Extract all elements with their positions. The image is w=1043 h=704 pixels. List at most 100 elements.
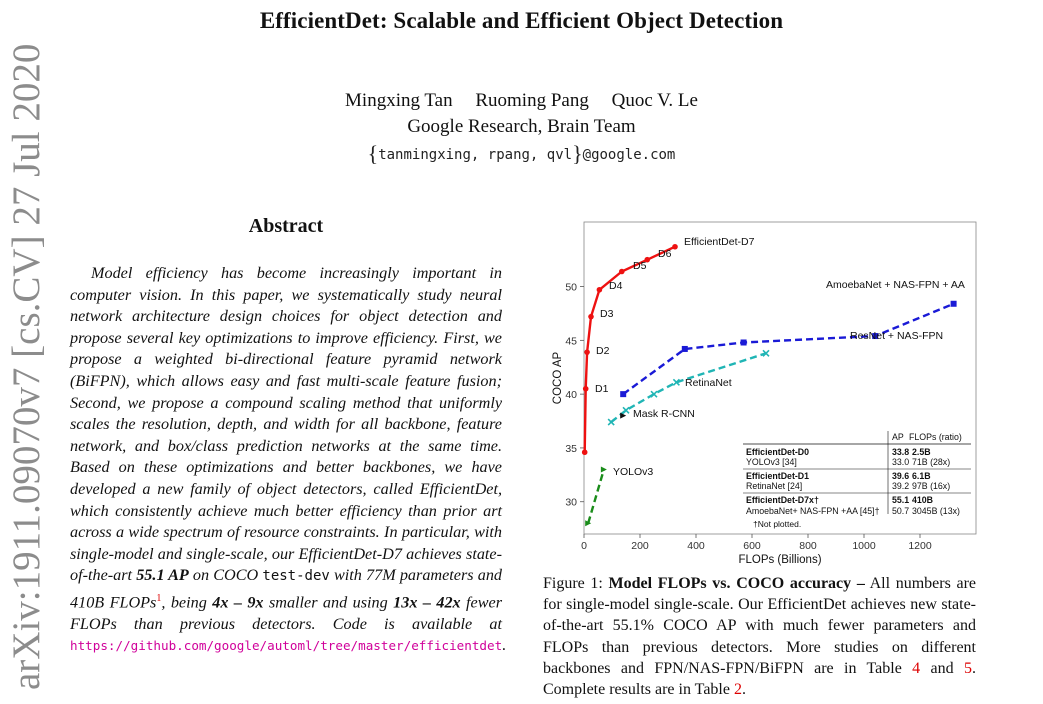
abstract-smaller-ratio: 4x – 9x [212, 593, 264, 612]
author-emails: {tanmingxing, rpang, qvl}@google.com [367, 141, 676, 166]
abstract-flops-ratio: 13x – 42x [393, 593, 461, 612]
footnote-marker[interactable]: 1 [156, 592, 162, 604]
table-row-flops: 3045B (13x) [912, 506, 960, 516]
point-amoebanet-nas-fpn-aa [872, 333, 879, 340]
abstract-ap-value: 55.1 AP [136, 566, 189, 585]
author-2: Ruoming Pang [475, 90, 589, 111]
label-resnet: ResNet + NAS-FPN [850, 330, 943, 342]
point-efficientdet [672, 243, 678, 250]
abstract-text-6: fewer FLOPs than previous detectors. Cod… [70, 593, 503, 633]
table-row-flops: 71B (28x) [912, 457, 950, 467]
x-tick-label: 400 [687, 540, 705, 552]
abstract-text-5: smaller and using [263, 593, 394, 612]
point-amoebanet-nas-fpn-aa [681, 345, 688, 352]
point-amoebanet-nas-fpn-aa [950, 300, 957, 307]
x-tick-label: 1200 [908, 540, 932, 552]
label-yolov3: YOLOv3 [613, 466, 653, 478]
point-retinanet [607, 418, 615, 426]
label-d5: D5 [633, 260, 647, 272]
point-mask-r-cnn [620, 412, 627, 419]
table-row-ap: 55.1 [892, 495, 909, 505]
label-d2: D2 [596, 345, 610, 357]
point-efficientdet [584, 349, 590, 355]
figure-caption: Figure 1: Model FLOPs vs. COCO accuracy … [543, 573, 976, 700]
table-row-name: YOLOv3 [34] [746, 457, 797, 467]
table-ref-4[interactable]: 4 [912, 659, 921, 677]
x-tick-label: 800 [799, 540, 817, 552]
label-d1: D1 [595, 383, 609, 395]
point-efficientdet [582, 385, 589, 392]
point-retinanet [622, 406, 630, 414]
abstract-heading: Abstract [248, 215, 324, 237]
point-yolov3 [600, 466, 607, 473]
point-retinanet [672, 378, 680, 386]
table-row-name: EfficientDet-D7x† [746, 495, 819, 505]
y-tick-label: 35 [565, 443, 577, 455]
table-ref-2[interactable]: 2 [733, 681, 742, 699]
caption-text-2: and [920, 659, 964, 677]
table-row-name: EfficientDet-D1 [746, 471, 809, 481]
plot-area [583, 221, 977, 535]
table-note: †Not plotted. [753, 519, 801, 529]
point-efficientdet [588, 313, 594, 320]
table-row-flops: 97B (16x) [912, 481, 950, 491]
table-header-flops: FLOPs (ratio) [909, 432, 962, 442]
point-amoebanet-nas-fpn-aa [620, 391, 627, 398]
label-mask-rcnn: Mask R-CNN [633, 408, 695, 420]
point-retinanet [650, 390, 658, 398]
table-row-name: RetinaNet [24] [746, 481, 802, 491]
label-d4: D4 [609, 280, 623, 292]
caption-label: Figure 1: [543, 575, 609, 592]
point-efficientdet [581, 449, 588, 456]
abstract-text-7: . [502, 636, 507, 655]
author-3: Quoc V. Le [611, 90, 698, 111]
point-retinanet [762, 349, 770, 357]
flops-vs-ap-chart: 0 200 400 600 800 1000 1200 30 35 40 45 50 D1 D2 D3… [552, 221, 977, 566]
abstract-test-dev: test-dev [262, 568, 330, 585]
label-d3: D3 [600, 308, 614, 320]
table-row-ap: 33.0 [892, 457, 909, 467]
series-line-efficientdet [583, 245, 676, 453]
point-amoebanet-nas-fpn-aa [740, 339, 747, 346]
code-link[interactable]: https://github.com/google/automl/tree/ma… [70, 638, 503, 654]
caption-text-3: . Complete results are in Table [543, 659, 976, 699]
paper-title: EfficientDet: Scalable and Efficient Obj… [259, 8, 784, 33]
table-row-ap: 50.7 [892, 506, 909, 516]
abstract-text-2: on COCO [188, 566, 263, 585]
abstract-text-1: Model efficiency has become increasingly… [70, 264, 502, 585]
table-row-flops: 6.1B [912, 471, 931, 481]
series-line-yolov3 [587, 469, 606, 524]
label-d7: EfficientDet-D7 [684, 236, 755, 248]
x-tick-label: 200 [631, 540, 649, 552]
table-ref-5[interactable]: 5 [964, 659, 972, 677]
abstract-text-4: , being [161, 593, 213, 612]
table-row-name: EfficientDet-D0 [746, 447, 809, 457]
table-header-ap: AP [892, 432, 904, 442]
point-efficientdet [619, 268, 625, 275]
x-axis-title: FLOPs (Billions) [738, 554, 821, 566]
author-1: Mingxing Tan [345, 90, 453, 111]
table-row-ap: 33.8 [892, 447, 909, 457]
label-retinanet: RetinaNet [685, 377, 732, 389]
point-efficientdet [596, 286, 603, 293]
caption-title: Model FLOPs vs. COCO accuracy – [608, 575, 865, 592]
y-tick-label: 50 [565, 282, 577, 294]
x-tick-label: 600 [743, 540, 761, 552]
label-amoeba: AmoebaNet + NAS-FPN + AA [826, 279, 965, 291]
point-yolov3 [585, 520, 592, 527]
author-list: Mingxing Tan Ruoming Pang Quoc V. Le [0, 90, 1043, 112]
email-domain: @google.com [582, 147, 676, 163]
y-axis-title: COCO AP [552, 351, 564, 404]
y-tick-label: 30 [565, 497, 577, 509]
abstract-text-3: with 77M parameters and 410B FLOPs [70, 566, 503, 612]
abstract-body: Model efficiency has become increasingly… [70, 263, 506, 657]
y-tick-label: 40 [565, 389, 577, 401]
email-names: tanmingxing, rpang, qvl [378, 147, 573, 163]
table-row-flops: 2.5B [912, 447, 931, 457]
label-d6: D6 [658, 248, 672, 260]
table-row-flops: 410B [912, 495, 933, 505]
x-tick-label: 0 [581, 540, 587, 552]
affiliation: Google Research, Brain Team [407, 116, 636, 137]
table-row-ap: 39.2 [892, 481, 909, 491]
point-efficientdet [644, 256, 651, 263]
